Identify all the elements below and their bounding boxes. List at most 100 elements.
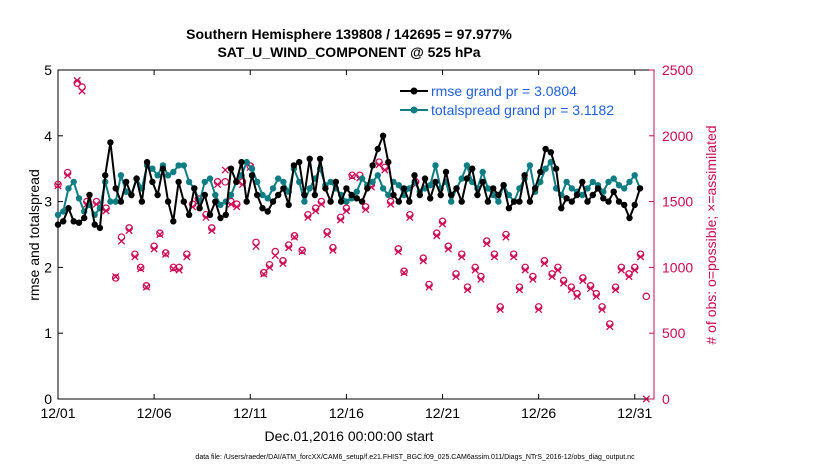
obs-assimilated-point	[477, 275, 485, 283]
rmse-point	[301, 191, 308, 199]
spread-point	[484, 185, 492, 192]
rmse-point	[185, 211, 193, 218]
rmse-point	[400, 185, 408, 192]
rmse-point	[364, 185, 371, 192]
rmse-point	[594, 185, 602, 192]
x-axis-label: Dec.01,2016 00:00:00 start	[265, 428, 434, 444]
rmse-point	[248, 172, 256, 179]
obs-assimilated-point	[279, 259, 287, 268]
spread-point	[343, 198, 350, 205]
spread-point	[54, 211, 62, 218]
spread-point	[65, 185, 72, 192]
spread-point	[201, 178, 208, 186]
rmse-point	[573, 191, 581, 199]
obs-possible-point	[642, 292, 651, 301]
rmse-point	[374, 145, 381, 153]
spread-point	[75, 195, 83, 202]
obs-assimilated-point	[548, 272, 556, 281]
y-left-tick-label: 4	[44, 128, 52, 144]
spread-point	[526, 162, 534, 169]
spread-point	[358, 175, 366, 182]
obs-assimilated-point	[406, 213, 414, 222]
spread-point	[374, 172, 381, 179]
rmse-point	[510, 198, 518, 205]
spread-point	[463, 162, 471, 169]
spread-point	[280, 178, 287, 186]
spread-point	[185, 178, 193, 186]
y-right-tick-label: 1000	[662, 259, 693, 275]
spread-point	[458, 175, 465, 182]
rmse-point	[537, 168, 544, 176]
obs-assimilated-point	[162, 250, 170, 258]
obs-assimilated-point	[125, 226, 133, 235]
spread-point	[542, 165, 549, 172]
obs-assimilated-point	[329, 246, 337, 254]
obs-assimilated-point	[394, 247, 402, 256]
spread-point	[589, 178, 596, 186]
rmse-point	[133, 175, 140, 182]
rmse-point	[332, 178, 340, 186]
obs-assimilated-point	[78, 87, 86, 95]
obs-assimilated-point	[213, 180, 222, 189]
rmse-point	[316, 155, 324, 162]
obs-assimilated-point	[265, 263, 274, 272]
obs-possible-point	[221, 178, 230, 186]
obs-assimilated-point	[502, 233, 510, 241]
obs-possible-point	[156, 229, 164, 237]
spread-point	[568, 185, 575, 192]
rmse-point	[86, 191, 93, 199]
obs-possible-point	[54, 180, 62, 189]
rmse-point	[91, 221, 98, 228]
spread-point	[505, 191, 513, 199]
rmse-point	[358, 198, 366, 205]
spread-point	[275, 175, 282, 182]
rmse-point	[296, 158, 303, 166]
obs-assimilated-point	[444, 245, 452, 253]
y-left-tick-label: 2	[44, 259, 52, 275]
rmse-point	[610, 188, 617, 195]
rmse-point	[390, 191, 397, 199]
rmse-point	[112, 185, 119, 192]
y-right-tick-label: 500	[662, 325, 686, 341]
spread-point	[301, 198, 308, 205]
rmse-point	[201, 191, 208, 199]
spread-point	[369, 178, 376, 186]
rmse-point	[191, 185, 198, 192]
obs-possible-point	[161, 249, 170, 257]
rmse-point	[558, 205, 565, 212]
y-left-tick-label: 3	[44, 194, 52, 210]
rmse-point	[154, 191, 161, 199]
rmse-point	[96, 224, 104, 232]
y-right-tick-label: 2000	[662, 128, 693, 144]
spread-point	[248, 165, 256, 172]
obs-assimilated-point	[298, 247, 306, 256]
rmse-point	[102, 172, 109, 179]
obs-possible-point	[111, 274, 120, 282]
obs-assimilated-point	[540, 259, 549, 268]
rmse-point	[579, 178, 586, 186]
rmse-point	[311, 191, 319, 199]
rmse-point	[170, 218, 177, 225]
rmse-point	[568, 198, 575, 205]
legend-spread-label: totalspread grand pr = 3.1182	[431, 102, 614, 118]
spread-point	[385, 191, 392, 199]
rmse-point	[337, 198, 345, 205]
rmse-point	[395, 198, 402, 205]
obs-assimilated-point	[554, 266, 562, 274]
spread-point	[495, 198, 502, 205]
chart-title-line1: Southern Hemisphere 139808 / 142695 = 97…	[186, 26, 512, 42]
spread-point	[112, 198, 119, 205]
rmse-point	[463, 175, 471, 182]
rmse-point	[123, 178, 130, 186]
obs-assimilated-point	[631, 266, 639, 274]
obs-assimilated-point	[636, 253, 645, 261]
spread-point	[427, 182, 434, 189]
rmse-point	[206, 211, 214, 218]
x-tick-label: 12/16	[329, 405, 364, 421]
obs-assimilated-point	[381, 166, 389, 174]
y-left-tick-label: 1	[44, 325, 52, 341]
obs-assimilated-point	[183, 253, 191, 261]
obs-assimilated-point	[579, 276, 587, 285]
obs-assimilated-point	[529, 275, 537, 283]
rmse-point	[542, 145, 549, 153]
